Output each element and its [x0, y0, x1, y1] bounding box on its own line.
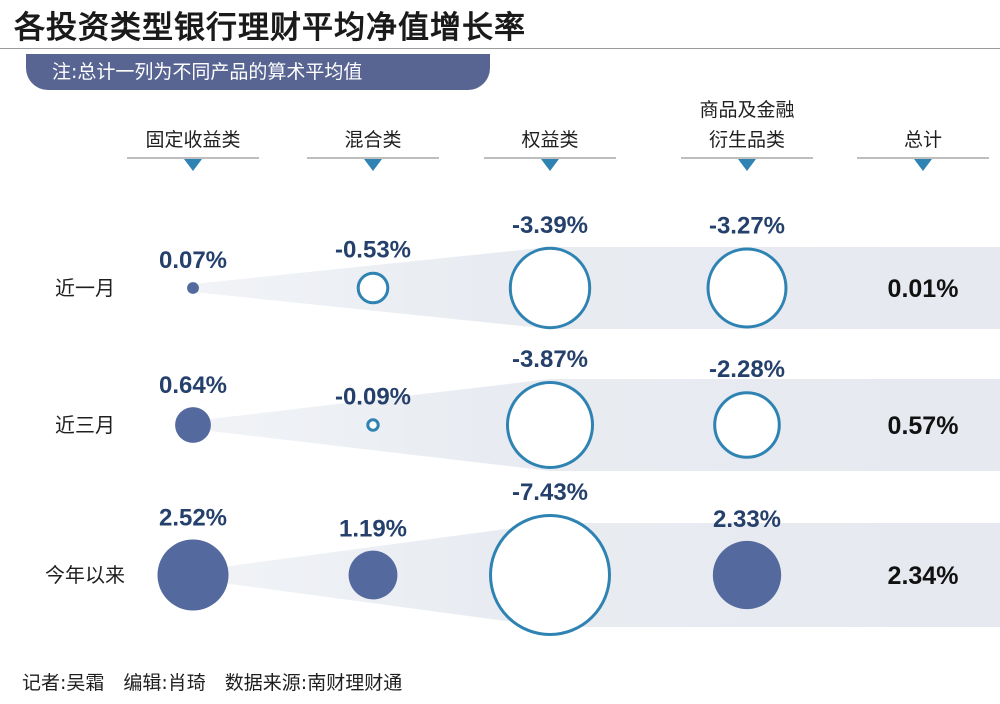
value-label: 2.33% [713, 506, 781, 533]
column-pointer-icon [738, 159, 756, 171]
bubble-negative [356, 271, 390, 305]
bubble-negative [508, 246, 592, 330]
column-header-label: 混合类 [344, 129, 401, 151]
row-label: 今年以来 [45, 563, 125, 587]
column-header-label: 衍生品类 [709, 129, 785, 151]
bubble-positive [157, 539, 229, 611]
total-value: 2.34% [888, 562, 959, 590]
value-label: -0.09% [335, 383, 411, 410]
bubble-negative [489, 514, 611, 636]
value-labels: 0.07% -0.53% -3.39% -3.27% 0.64% -0.09% -3.87%… [159, 212, 785, 543]
row-label: 近一月 [55, 276, 115, 300]
value-label: 2.52% [159, 504, 227, 531]
value-label: 0.07% [159, 247, 227, 274]
bubble-positive [348, 550, 398, 600]
chart-title: 各投资类型银行理财平均净值增长率 [14, 10, 526, 46]
column-pointer-icon [914, 159, 932, 171]
value-label: -0.53% [335, 237, 411, 264]
column-pointer-icon [184, 159, 202, 171]
bubble-positive [175, 407, 211, 443]
value-label: -3.87% [512, 346, 588, 373]
column-pointer-icon [541, 159, 559, 171]
bubble-negative [706, 247, 788, 329]
column-pointer-icon [364, 159, 382, 171]
value-label: 0.64% [159, 372, 227, 399]
bubble-positive [187, 282, 199, 294]
total-value: 0.57% [888, 412, 959, 440]
column-header-label: 总计 [904, 129, 942, 151]
value-label: 1.19% [339, 516, 407, 543]
bubble-negative [713, 391, 781, 459]
row-band [193, 379, 1000, 471]
footer-credits: 记者:吴霜 编辑:肖琦 数据来源:南财理财通 [22, 672, 403, 694]
value-label: -3.39% [512, 212, 588, 239]
bubble-negative [366, 418, 380, 432]
title-divider [0, 48, 1000, 49]
bubbles [157, 246, 788, 636]
row-bands [193, 247, 1000, 627]
bubble-positive [712, 540, 782, 610]
total-values: 0.01% 0.57% 2.34% [888, 275, 959, 590]
column-header-label: 权益类 [521, 129, 578, 151]
row-label: 近三月 [55, 413, 115, 437]
value-label: -7.43% [512, 479, 588, 506]
bubble-negative [505, 380, 595, 470]
row-band [193, 247, 1000, 329]
column-header-label: 商品及金融 [699, 99, 794, 121]
value-label: -2.28% [709, 356, 785, 383]
note-banner: 注:总计一列为不同产品的算术平均值 [26, 54, 490, 90]
column-header-label: 固定收益类 [145, 129, 240, 151]
total-value: 0.01% [888, 275, 959, 303]
value-label: -3.27% [709, 213, 785, 240]
